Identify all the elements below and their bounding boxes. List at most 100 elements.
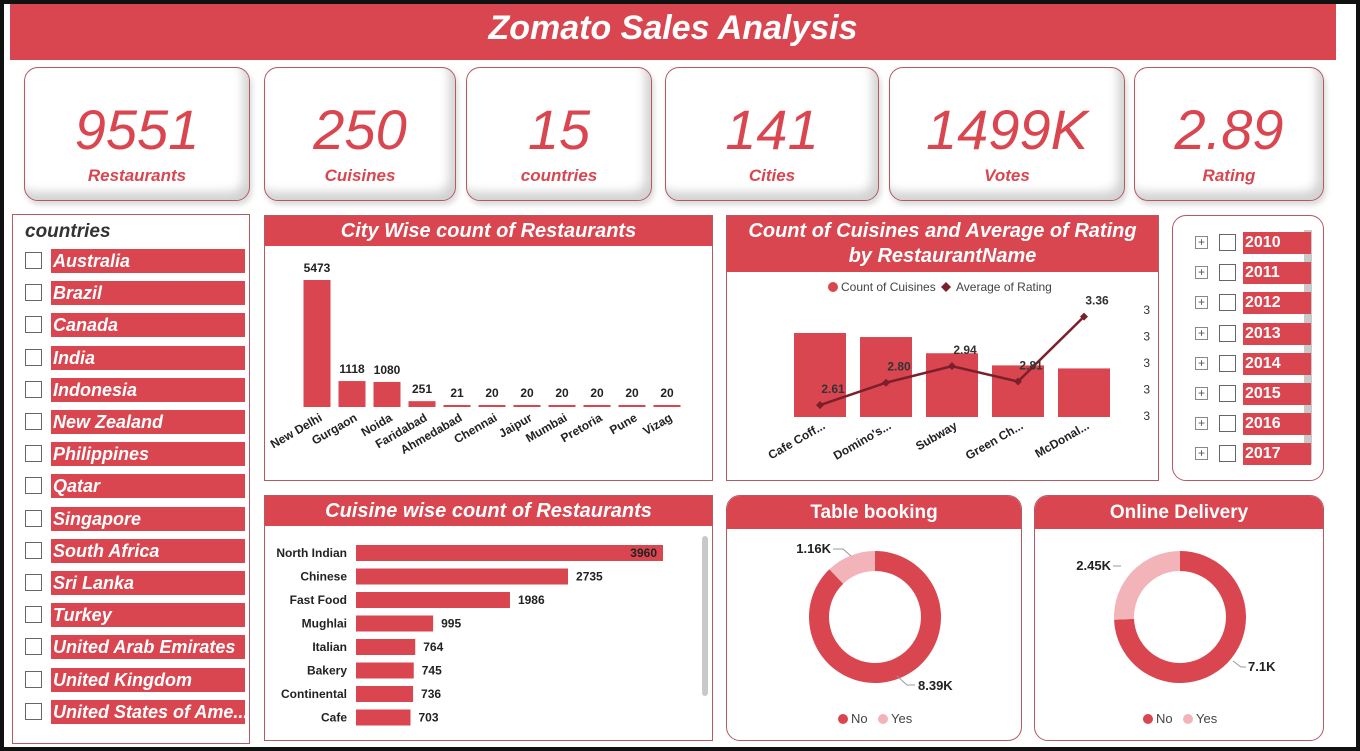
country-option[interactable]: Australia <box>25 249 247 273</box>
legend-label: Count of Cuisines <box>841 280 936 294</box>
country-option[interactable]: Sri Lanka <box>25 571 247 595</box>
bar <box>373 381 401 407</box>
country-option[interactable]: Philippines <box>25 442 247 467</box>
countries-slicer[interactable]: countries Australia Brazil Canada India Indo… <box>12 214 250 744</box>
checkbox[interactable] <box>25 638 42 656</box>
bar <box>356 592 510 608</box>
expand-icon[interactable]: + <box>1195 296 1208 310</box>
year-option[interactable]: +2015 <box>1195 383 1313 405</box>
legend-marker <box>838 714 848 724</box>
year-option[interactable]: +2012 <box>1195 292 1313 315</box>
slicer-scrollbar[interactable] <box>1304 230 1312 464</box>
tick-label: Domino's... <box>831 418 894 462</box>
expand-icon[interactable]: + <box>1195 387 1208 400</box>
kpi-card-votes[interactable]: 1499K Votes <box>889 67 1125 201</box>
checkbox[interactable] <box>25 574 42 591</box>
slicer-title: countries <box>25 221 111 242</box>
country-option[interactable]: New Zealand <box>25 410 247 434</box>
year-slicer[interactable]: +2010 +2011 +2012 +2013 +2014 +2015 +2016 +2017 <box>1172 215 1324 481</box>
checkbox[interactable] <box>1219 415 1236 433</box>
checkbox[interactable] <box>25 284 42 302</box>
chart-scrollbar[interactable] <box>702 536 708 696</box>
checkbox[interactable] <box>25 606 42 624</box>
axis-tick-label: 3 <box>1143 330 1150 344</box>
expand-icon[interactable]: + <box>1195 356 1208 370</box>
kpi-value: 250 <box>313 98 407 161</box>
checkbox[interactable] <box>25 413 42 430</box>
kpi-card-cities[interactable]: 141 Cities <box>665 67 879 201</box>
country-option[interactable]: India <box>25 345 247 370</box>
country-option[interactable]: Singapore <box>25 506 247 531</box>
checkbox[interactable] <box>25 316 42 334</box>
legend-marker <box>828 282 838 292</box>
country-option[interactable]: Indonesia <box>25 377 247 402</box>
cuisine-rating-panel[interactable]: Count of Cuisines and Average of Rating … <box>726 215 1159 481</box>
country-option[interactable]: South Africa <box>25 538 247 563</box>
kpi-card-countries[interactable]: 15 countries <box>466 67 652 201</box>
legend-label: No <box>851 711 868 726</box>
country-label: United Kingdom <box>51 667 245 692</box>
checkbox[interactable] <box>1219 445 1236 463</box>
country-label: Indonesia <box>51 377 245 402</box>
year-label: 2011 <box>1243 262 1311 285</box>
country-option[interactable]: Turkey <box>25 603 247 628</box>
rating-label: 3.36 <box>1085 294 1109 308</box>
rating-point <box>1080 312 1088 321</box>
expand-icon[interactable]: + <box>1195 266 1208 280</box>
checkbox[interactable] <box>1219 294 1236 312</box>
country-option[interactable]: Brazil <box>25 281 247 306</box>
cuisine-count-panel[interactable]: Cuisine wise count of Restaurants North … <box>264 495 713 741</box>
checkbox[interactable] <box>1219 264 1236 282</box>
expand-icon[interactable]: + <box>1195 417 1208 431</box>
table-booking-panel[interactable]: Table booking 1.16K 8.39K No Yes <box>726 495 1022 741</box>
checkbox[interactable] <box>1219 385 1236 402</box>
checkbox[interactable] <box>25 252 42 269</box>
year-option[interactable]: +2016 <box>1195 413 1313 436</box>
data-label: 5473 <box>304 261 331 275</box>
checkbox[interactable] <box>25 670 42 688</box>
kpi-card-cuisines[interactable]: 250 Cuisines <box>264 67 456 201</box>
checkbox[interactable] <box>1219 324 1236 342</box>
country-option[interactable]: Canada <box>25 313 247 338</box>
checkbox[interactable] <box>1219 234 1236 251</box>
year-option[interactable]: +2010 <box>1195 232 1313 254</box>
bar <box>356 662 414 679</box>
kpi-card-rating[interactable]: 2.89 Rating <box>1134 67 1324 201</box>
data-label: 20 <box>590 386 604 400</box>
checkbox[interactable] <box>25 509 42 527</box>
data-label: 2735 <box>576 570 603 584</box>
country-option[interactable]: Qatar <box>25 474 247 499</box>
kpi-value: 15 <box>527 98 591 161</box>
expand-icon[interactable]: + <box>1195 236 1208 249</box>
tick-label: Chinese <box>300 570 347 584</box>
checkbox[interactable] <box>25 702 42 720</box>
checkbox[interactable] <box>25 348 42 366</box>
city-chart-panel[interactable]: City Wise count of Restaurants 5473 New D… <box>264 215 713 481</box>
kpi-card-restaurants[interactable]: 9551 Restaurants <box>24 67 250 201</box>
tick-label: Vizag <box>641 410 675 438</box>
checkbox[interactable] <box>1219 354 1236 372</box>
leader-line <box>896 675 915 686</box>
year-option[interactable]: +2011 <box>1195 262 1313 285</box>
online-delivery-panel[interactable]: Online Delivery 2.45K 7.1K No Yes <box>1034 495 1324 741</box>
country-option[interactable]: United Arab Emirates <box>25 635 247 660</box>
year-option[interactable]: +2014 <box>1195 352 1313 375</box>
country-label: New Zealand <box>51 410 245 434</box>
year-option[interactable]: +2017 <box>1195 443 1313 466</box>
expand-icon[interactable]: + <box>1195 326 1208 340</box>
data-label: 20 <box>520 386 534 400</box>
data-label: 3960 <box>630 546 657 560</box>
data-label: 20 <box>485 386 499 400</box>
checkbox[interactable] <box>25 541 42 559</box>
checkbox[interactable] <box>25 445 42 463</box>
year-option[interactable]: +2013 <box>1195 322 1313 345</box>
country-option[interactable]: United States of Ame... <box>25 699 247 724</box>
leader-line <box>1232 660 1246 668</box>
expand-icon[interactable]: + <box>1195 447 1208 461</box>
year-label: 2016 <box>1243 413 1311 436</box>
bar <box>653 405 681 407</box>
country-option[interactable]: United Kingdom <box>25 667 247 692</box>
checkbox[interactable] <box>25 380 42 398</box>
checkbox[interactable] <box>25 477 42 495</box>
rating-point <box>816 401 824 410</box>
